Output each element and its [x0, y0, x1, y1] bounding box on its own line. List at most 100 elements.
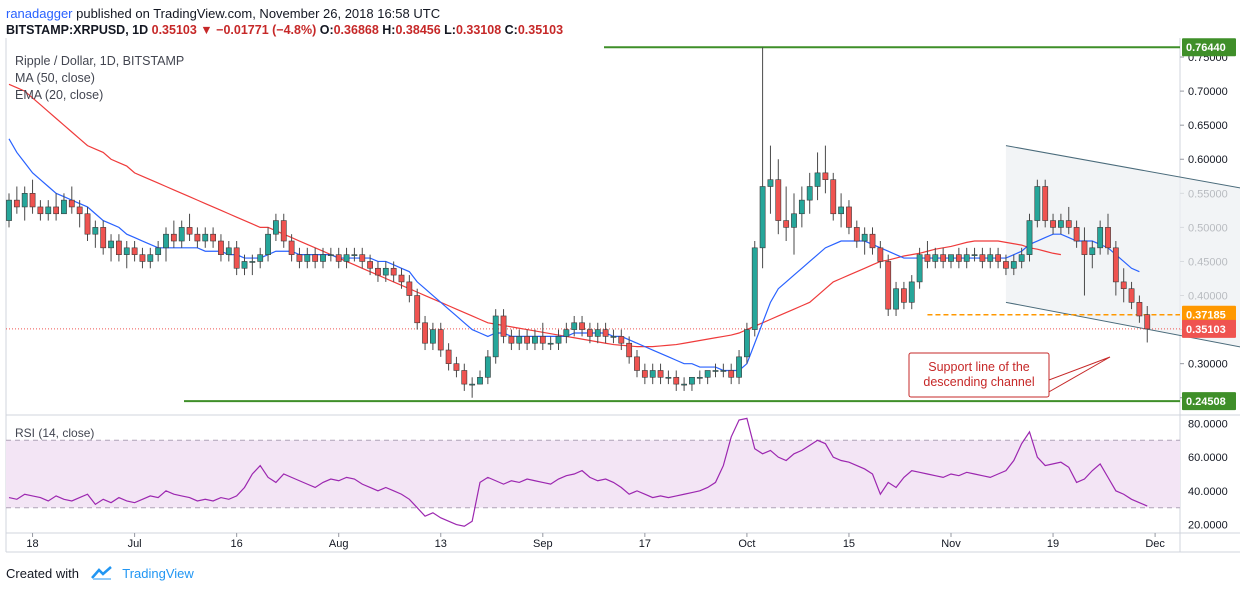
candle-body [312, 254, 319, 262]
candle-body [280, 220, 287, 242]
candle-body [532, 336, 538, 344]
candle-body [649, 370, 656, 378]
high-value: 0.38456 [395, 23, 441, 37]
candle-body [1026, 220, 1033, 255]
candle-body [626, 342, 633, 358]
candle-body [987, 254, 994, 262]
time-tick-label: 15 [843, 538, 855, 550]
dashed-level-tag-bg [1182, 305, 1236, 324]
candle-body [359, 254, 366, 262]
price-tick-label: 0.30000 [1188, 359, 1228, 371]
candle-body [484, 356, 491, 378]
candle-body [123, 247, 130, 255]
candle-body [830, 179, 837, 215]
candle-body [586, 329, 593, 337]
candle-body [759, 186, 766, 249]
candle-body [186, 227, 193, 235]
candle-body [147, 254, 154, 262]
candle-body [76, 206, 83, 215]
candle-body [728, 370, 735, 378]
candle-body [736, 356, 742, 378]
candle-body [61, 199, 67, 215]
candle-body [1065, 220, 1072, 228]
candle-body [696, 376, 703, 379]
time-tick-label: Aug [329, 538, 349, 550]
candle-body [806, 186, 813, 201]
author-link[interactable]: ranadagger [6, 6, 73, 21]
note-seam [1040, 382, 1048, 394]
low-value: 0.33108 [455, 23, 502, 37]
candle-body [861, 233, 868, 242]
ma50-line [8, 83, 1062, 348]
channel-fill [1005, 145, 1240, 347]
last-price-tag: 0.35103 [1186, 324, 1226, 336]
candle-body [45, 206, 52, 215]
candle-body [437, 329, 444, 351]
candle-body [453, 363, 460, 371]
candle-body [665, 376, 672, 379]
candle-body [1112, 247, 1119, 283]
candle-body [390, 267, 397, 276]
candle-body [139, 254, 146, 262]
rsi-tick-label: 20.0000 [1188, 520, 1228, 532]
candle-body [979, 254, 986, 262]
candle-body [84, 213, 91, 235]
candle-body [1042, 186, 1049, 221]
candle-body [571, 322, 578, 330]
candle-body [477, 376, 483, 385]
candle-body [1120, 281, 1127, 290]
time-tick-label: 19 [1047, 538, 1059, 550]
channel-upper-line [1005, 145, 1240, 189]
candle-body [351, 254, 358, 256]
time-tick-label: Sep [533, 538, 553, 550]
candle-body [170, 233, 177, 242]
candle-body [461, 370, 468, 385]
candle-body [225, 247, 232, 255]
candle-body [1144, 314, 1151, 330]
candle-body [327, 254, 334, 256]
candle-body [916, 254, 923, 283]
candle-body [6, 199, 12, 221]
price-tick-label: 0.75000 [1188, 52, 1228, 64]
candle-body [335, 254, 342, 262]
candle-body [995, 254, 1001, 262]
candle-body [296, 254, 303, 262]
candle-body [1128, 288, 1135, 303]
candle-body [634, 356, 640, 371]
low-label: L: [444, 23, 456, 37]
candle-body [948, 254, 954, 262]
candle-body [202, 233, 209, 242]
candle-body [877, 247, 884, 262]
candle-body [257, 254, 264, 262]
tradingview-link[interactable]: TradingView [122, 566, 194, 581]
rsi-legend: RSI (14, close) [15, 426, 95, 440]
time-tick-label: 18 [26, 538, 38, 550]
candle-body [767, 179, 774, 187]
time-tick-label: Oct [738, 538, 755, 550]
candle-body [492, 315, 499, 358]
candle-body [116, 240, 122, 255]
support-tag: 0.24508 [1186, 396, 1226, 408]
candle-body [657, 370, 664, 378]
candle-body [233, 247, 240, 269]
candle-body [704, 370, 711, 378]
candle-body [320, 254, 326, 262]
last-price-tag-bg [1182, 319, 1236, 338]
time-tick-label: Jul [128, 538, 142, 550]
candle-body [1034, 186, 1041, 221]
time-tick-label: Nov [941, 538, 961, 550]
candle-body [108, 240, 114, 249]
candle-body [178, 227, 185, 242]
candle-body [445, 349, 452, 364]
candle-body [194, 233, 201, 242]
candle-body [406, 281, 413, 296]
candle-body [791, 213, 797, 228]
candle-body [508, 336, 515, 344]
price-tick-label: 0.65000 [1188, 120, 1228, 132]
time-tick-label: Dec [1145, 538, 1165, 550]
resistance-tag: 0.76440 [1186, 42, 1226, 54]
candle-body [869, 233, 876, 249]
candle-body [579, 322, 585, 330]
candle-body [885, 261, 892, 310]
